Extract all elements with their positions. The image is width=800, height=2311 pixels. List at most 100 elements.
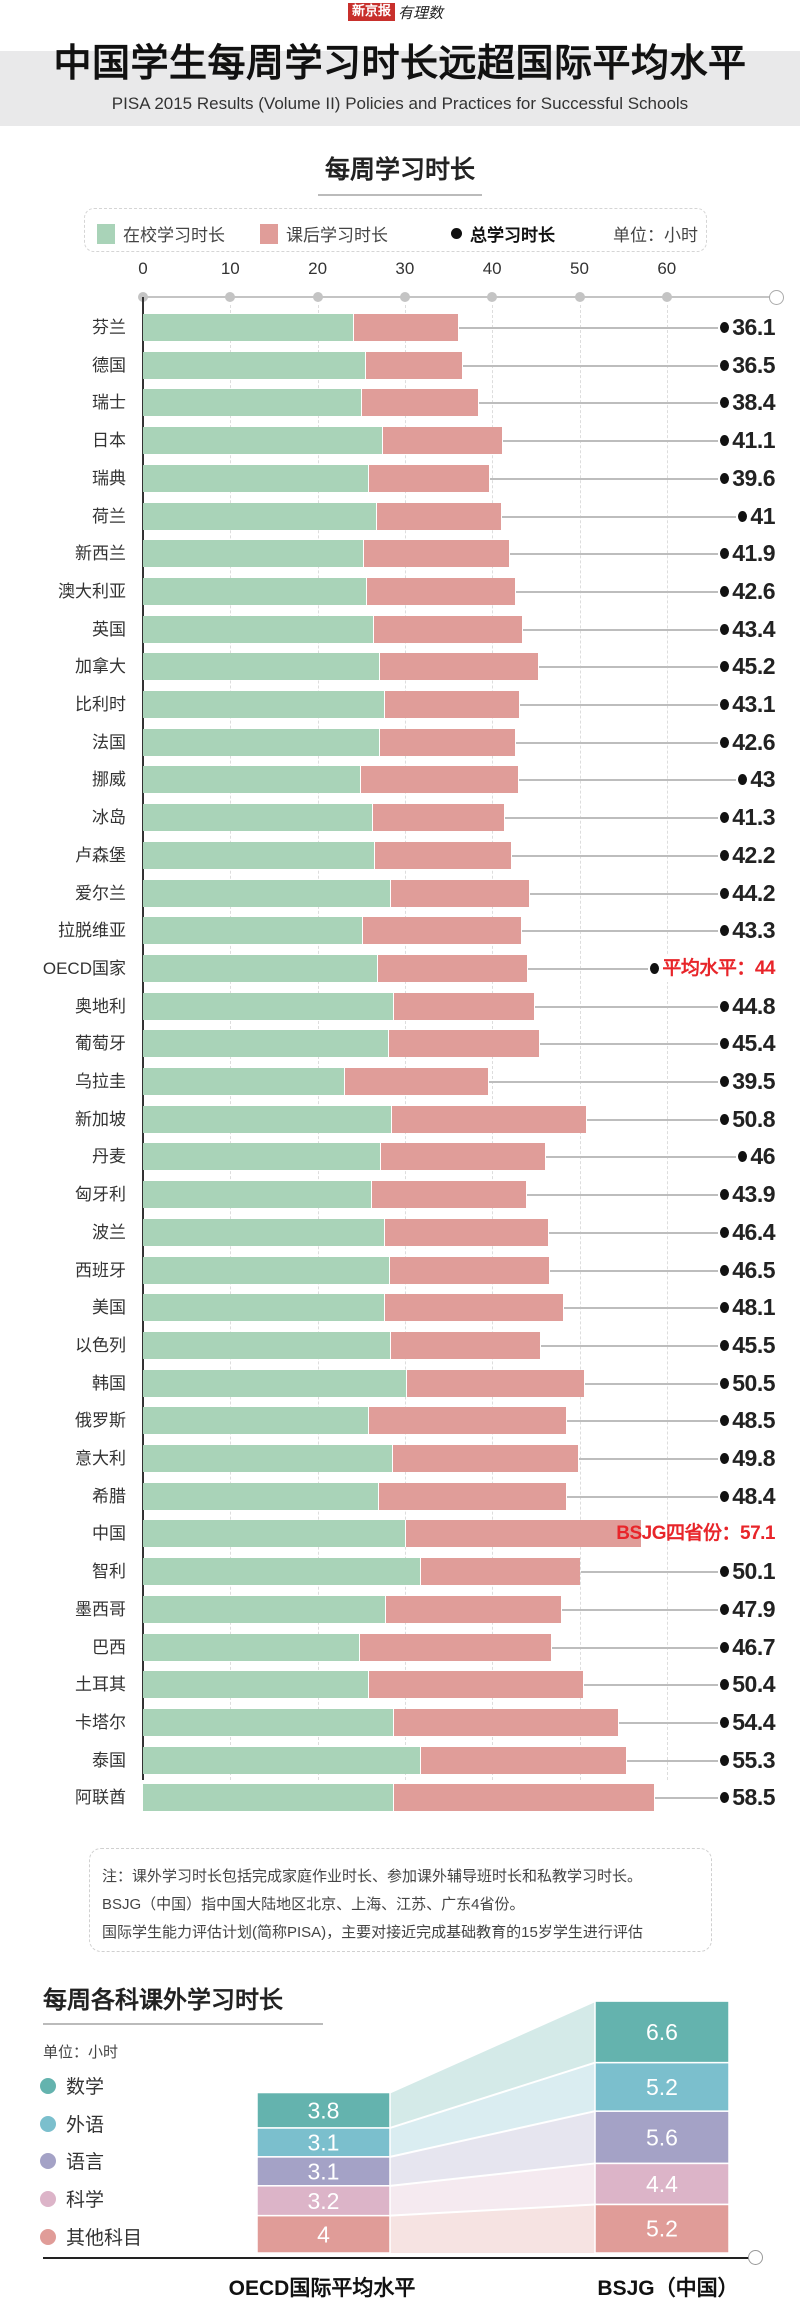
gridline [579,305,581,1780]
leader-line [529,892,766,895]
total-dot-icon [720,1415,730,1427]
school-bar [143,879,391,907]
total-value: 48.4 [718,1482,775,1510]
subject-value-label: 4.4 [646,2171,678,2197]
total-value-label: 38.4 [732,389,775,416]
band-edge [389,2203,596,2217]
leader-line [522,930,766,933]
total-dot-icon [720,812,730,824]
total-dot-icon [720,925,730,937]
total-dot-icon [720,849,730,861]
school-bar [143,1331,391,1359]
note-line: 注：课外学习时长包括完成家庭作业时长、参加课外辅导班时长和私教学习时长。 [102,1868,643,1885]
country-label: 英国 [92,619,126,639]
title-underline [318,194,482,196]
note-box: 注：课外学习时长包括完成家庭作业时长、参加课外辅导班时长和私教学习时长。 BSJ… [89,1848,712,1952]
after-school-bar [381,1143,545,1171]
total-value: 43 [736,766,775,794]
total-value: 46.7 [718,1633,775,1661]
total-value: BSJG四省份：57.1 [614,1520,775,1547]
country-label: 挪威 [92,770,126,790]
country-label: 法国 [92,732,126,752]
school-bar [143,1407,370,1435]
x-tick-label: 20 [308,259,328,278]
leader-line [583,1684,766,1687]
leader-line [489,477,766,480]
school-bar [143,540,364,568]
total-dot-icon [720,623,730,635]
leader-line [515,590,766,593]
leader-line [587,1118,766,1121]
leader-line [462,364,766,367]
total-value-label: 41.1 [732,427,775,454]
country-label: 新加坡 [75,1109,126,1129]
total-dot-icon [451,228,462,239]
band-edge [389,2061,596,2129]
total-value-label: 46.7 [732,1633,775,1660]
total-dot-icon [720,1264,730,1276]
total-dot-icon [720,736,730,748]
total-value-label: 41.9 [732,540,775,567]
total-value-label: 39.6 [732,464,775,491]
leader-line [551,1646,766,1649]
after-school-bar [384,691,520,718]
total-dot-icon [720,1076,730,1087]
total-value: 39.5 [718,1068,775,1095]
country-label: 卡塔尔 [75,1712,126,1732]
legend-after-label: 课后学习时长 [286,226,388,245]
school-bar [143,464,370,492]
after-swatch [260,223,278,244]
connector-band [390,2001,595,2128]
legend-item: 其他科目 [40,2223,142,2250]
school-bar [143,502,377,530]
subject-bar [594,2000,730,2064]
school-bar [143,1218,385,1246]
header-band [0,51,800,126]
after-school-bar [392,1445,578,1472]
after-school-bar [377,954,528,982]
after-school-bar [362,389,479,417]
school-bar [143,615,375,643]
school-bar [143,917,363,945]
leader-line [581,1571,766,1574]
after-school-bar [375,841,512,869]
leader-line [459,327,766,329]
subject-bar [594,2061,730,2112]
country-label: 匈牙利 [75,1185,126,1205]
total-value-label: 46 [750,1143,775,1170]
annotation-label: 平均水平：44 [662,957,775,979]
chart2-xlabel-oecd: OECD国际平均水平 [228,2277,416,2300]
total-dot-icon [720,1566,730,1578]
legend-item: 语言 [40,2147,104,2174]
school-bar [143,1482,379,1510]
leader-line [528,967,766,970]
total-value-label: 45.2 [732,653,775,680]
total-dot-icon [720,585,730,597]
after-school-bar [390,1331,541,1359]
legend-label: 语言 [66,2152,105,2173]
after-school-bar [383,427,502,455]
legend-item: 数学 [40,2072,104,2099]
school-bar [143,1256,391,1284]
subject-value-label: 5.2 [646,2074,678,2100]
legend-dot-icon [40,2077,56,2094]
total-value-label: 42.6 [732,577,775,604]
country-label: 丹麦 [92,1147,126,1167]
total-dot-icon [720,1339,730,1351]
note-line: BSJG（中国）指中国大陆地区北京、上海、江苏、广东4省份。 [102,1896,525,1913]
total-value: 43.9 [718,1181,775,1209]
total-value-label: 44.8 [732,992,775,1019]
after-school-bar [369,1407,567,1435]
total-dot-icon [720,1679,730,1691]
total-value: 50.5 [718,1369,775,1397]
school-bar [143,992,395,1020]
total-dot-icon [720,1641,730,1653]
country-label: 卢森堡 [75,845,126,865]
subject-value-label: 6.6 [646,2019,678,2045]
subject-bar [594,2110,730,2165]
country-label: 希腊 [92,1486,126,1506]
legend-dot-icon [40,2115,56,2132]
country-label: 拉脱维亚 [58,921,126,941]
band-edge [389,2162,596,2187]
legend-dot-icon [40,2228,56,2245]
